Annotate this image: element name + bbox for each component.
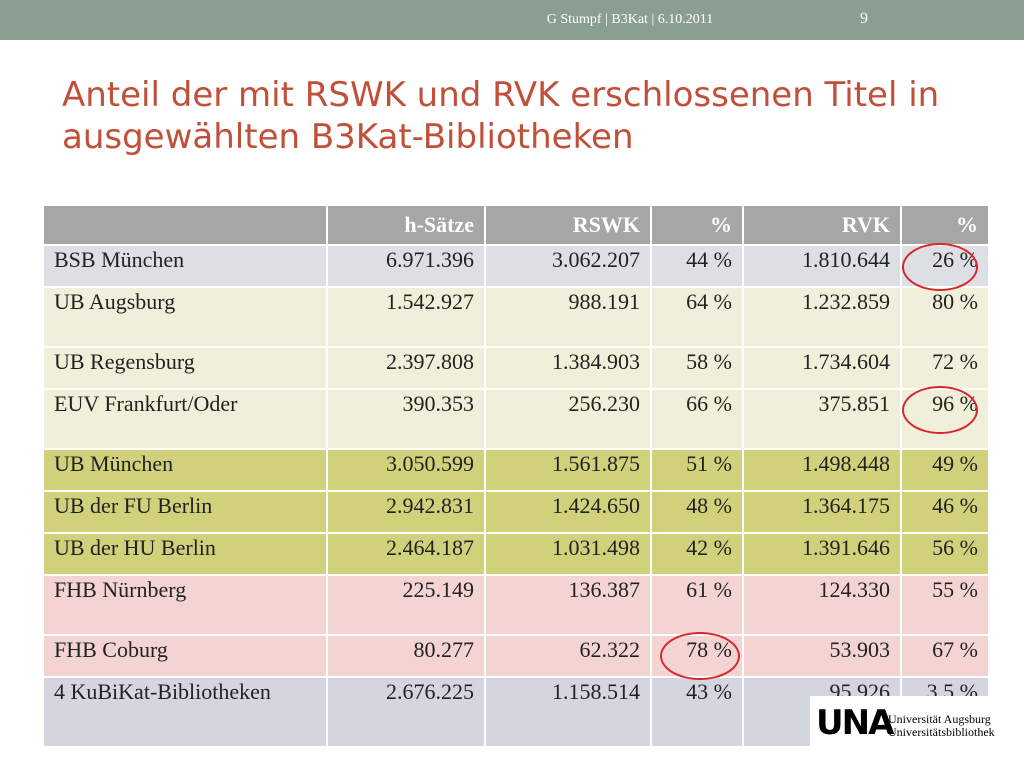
cell-rvk: 124.330 [742, 574, 902, 636]
cell-h-saetze: 6.971.396 [326, 244, 486, 288]
cell-rvk: 1.810.644 [742, 244, 902, 288]
header-cell-rswk-percent: % [650, 204, 744, 246]
cell-rvk: 1.734.604 [742, 346, 902, 390]
table-row: UB München 3.050.599 1.561.875 51 % 1.49… [42, 448, 990, 492]
cell-h-saetze: 2.397.808 [326, 346, 486, 390]
cell-rvk-percent: 96 % [900, 388, 990, 450]
cell-library: FHB Nürnberg [42, 574, 328, 636]
cell-rvk: 53.903 [742, 634, 902, 678]
cell-rswk: 1.384.903 [484, 346, 652, 390]
logo-mark: UNA [816, 703, 894, 743]
page-number: 9 [860, 10, 868, 27]
cell-rswk-percent: 78 % [650, 634, 744, 678]
university-logo: UNA Universität Augsburg Universitätsbib… [810, 696, 995, 748]
cell-library: BSB München [42, 244, 328, 288]
cell-rswk: 1.158.514 [484, 676, 652, 748]
cell-h-saetze: 2.942.831 [326, 490, 486, 534]
header-cell-rswk: RSWK [484, 204, 652, 246]
cell-rswk: 1.561.875 [484, 448, 652, 492]
table-row: UB der FU Berlin 2.942.831 1.424.650 48 … [42, 490, 990, 534]
cell-rswk: 62.322 [484, 634, 652, 678]
data-table: h-Sätze RSWK % RVK % BSB München 6.971.3… [42, 204, 990, 748]
logo-line-university: Universität Augsburg [888, 712, 991, 726]
cell-h-saetze: 2.464.187 [326, 532, 486, 576]
cell-rswk-percent: 51 % [650, 448, 744, 492]
header-cell-rvk-percent: % [900, 204, 990, 246]
cell-h-saetze: 3.050.599 [326, 448, 486, 492]
cell-rswk-percent: 61 % [650, 574, 744, 636]
cell-h-saetze: 225.149 [326, 574, 486, 636]
cell-rswk: 1.031.498 [484, 532, 652, 576]
table-header-row: h-Sätze RSWK % RVK % [42, 204, 990, 246]
cell-rswk: 3.062.207 [484, 244, 652, 288]
cell-rswk: 136.387 [484, 574, 652, 636]
table-row: BSB München 6.971.396 3.062.207 44 % 1.8… [42, 244, 990, 288]
cell-rswk-percent: 44 % [650, 244, 744, 288]
cell-h-saetze: 2.676.225 [326, 676, 486, 748]
cell-rvk-percent: 72 % [900, 346, 990, 390]
table-row: FHB Coburg 80.277 62.322 78 % 53.903 67 … [42, 634, 990, 678]
cell-h-saetze: 1.542.927 [326, 286, 486, 348]
cell-rswk: 1.424.650 [484, 490, 652, 534]
cell-rvk-percent: 46 % [900, 490, 990, 534]
cell-library: UB der FU Berlin [42, 490, 328, 534]
cell-library: EUV Frankfurt/Oder [42, 388, 328, 450]
cell-rvk: 375.851 [742, 388, 902, 450]
cell-rvk-percent: 49 % [900, 448, 990, 492]
cell-library: UB Regensburg [42, 346, 328, 390]
cell-rvk-percent: 80 % [900, 286, 990, 348]
cell-library: UB Augsburg [42, 286, 328, 348]
header-cell-h-saetze: h-Sätze [326, 204, 486, 246]
table-row: FHB Nürnberg 225.149 136.387 61 % 124.33… [42, 574, 990, 636]
cell-rvk-percent: 26 % [900, 244, 990, 288]
cell-rvk-percent: 55 % [900, 574, 990, 636]
cell-library: 4 KuBiKat-Bibliotheken [42, 676, 328, 748]
cell-rswk: 256.230 [484, 388, 652, 450]
cell-h-saetze: 390.353 [326, 388, 486, 450]
footer-text: G Stumpf | B3Kat | 6.10.2011 [546, 12, 714, 27]
top-bar: G Stumpf | B3Kat | 6.10.2011 9 [0, 0, 1024, 40]
cell-rvk: 1.391.646 [742, 532, 902, 576]
cell-rswk-percent: 66 % [650, 388, 744, 450]
cell-library: UB München [42, 448, 328, 492]
cell-library: UB der HU Berlin [42, 532, 328, 576]
cell-rvk-percent: 67 % [900, 634, 990, 678]
cell-rswk-percent: 42 % [650, 532, 744, 576]
cell-rswk-percent: 58 % [650, 346, 744, 390]
slide-title: Anteil der mit RSWK und RVK erschlossene… [62, 75, 940, 157]
cell-rvk-percent: 56 % [900, 532, 990, 576]
table-row: 4 KuBiKat-Bibliotheken 2.676.225 1.158.5… [42, 676, 990, 748]
cell-rswk: 988.191 [484, 286, 652, 348]
logo-line-library: Universitätsbibliothek [888, 725, 995, 739]
header-cell-rvk: RVK [742, 204, 902, 246]
table-row: UB der HU Berlin 2.464.187 1.031.498 42 … [42, 532, 990, 576]
table-row: UB Regensburg 2.397.808 1.384.903 58 % 1… [42, 346, 990, 390]
cell-rvk: 1.364.175 [742, 490, 902, 534]
cell-rvk: 1.232.859 [742, 286, 902, 348]
header-cell-library [42, 204, 328, 246]
cell-rswk-percent: 43 % [650, 676, 744, 748]
cell-rvk: 1.498.448 [742, 448, 902, 492]
table-row: UB Augsburg 1.542.927 988.191 64 % 1.232… [42, 286, 990, 348]
cell-h-saetze: 80.277 [326, 634, 486, 678]
cell-rswk-percent: 64 % [650, 286, 744, 348]
cell-rswk-percent: 48 % [650, 490, 744, 534]
cell-library: FHB Coburg [42, 634, 328, 678]
table-row: EUV Frankfurt/Oder 390.353 256.230 66 % … [42, 388, 990, 450]
